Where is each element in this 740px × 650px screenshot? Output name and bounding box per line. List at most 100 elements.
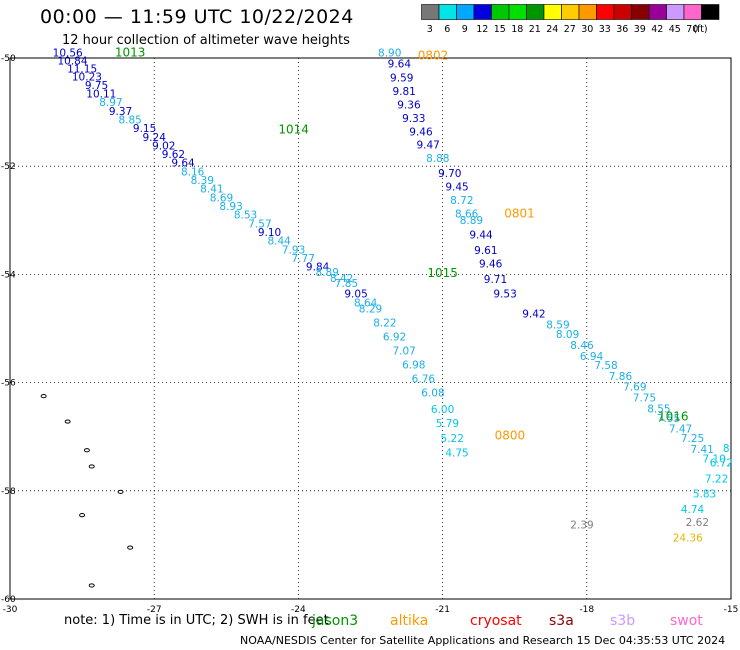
wave-height-label: 9.75	[85, 80, 108, 92]
colorbar-tick-label: 30	[581, 24, 593, 35]
satellite-legend-s3a: s3a	[549, 613, 574, 629]
wave-height-label: 8.69	[210, 192, 233, 204]
lon-tick-label: -15	[724, 605, 739, 615]
wave-height-label: 2.62	[686, 517, 709, 529]
colorbar-tick-label: 3	[427, 24, 433, 35]
wave-height-label: 9.44	[469, 230, 493, 242]
colorbar-tick-label: 9	[462, 24, 468, 35]
pass-time-label: 1016	[658, 409, 689, 423]
wave-height-label: 8	[723, 443, 730, 455]
wave-height-label: 8.64	[354, 297, 378, 309]
wave-height-label: 8.97	[99, 97, 122, 109]
lat-tick-label: -50	[1, 54, 16, 64]
lon-tick-label: -21	[435, 605, 450, 615]
credit-line: NOAA/NESDIS Center for Satellite Applica…	[240, 634, 726, 647]
wave-height-label: 9.45	[445, 182, 468, 194]
island-outline	[79, 513, 86, 518]
satellite-legend-swot: swot	[670, 613, 703, 629]
lat-tick-label: -60	[1, 595, 16, 605]
wave-height-label: 7.85	[335, 278, 358, 290]
wave-height-label: 9.71	[484, 274, 507, 286]
wave-height-label: 5.22	[441, 433, 464, 445]
wave-height-label: 9.64	[171, 158, 195, 170]
wave-height-label: 9.81	[392, 86, 415, 98]
wave-height-label: 8.53	[234, 210, 257, 222]
wave-height-label: 9.47	[416, 139, 439, 151]
lon-tick-label: -30	[3, 605, 18, 615]
wave-height-label: 9.59	[390, 72, 413, 84]
wave-height-label: 9.33	[402, 113, 425, 125]
wave-height-label: 8.41	[200, 184, 223, 196]
wave-height-label: 6.00	[431, 404, 454, 416]
wave-height-label: 7.57	[248, 218, 271, 230]
wave-height-label: 7.47	[669, 423, 692, 435]
wave-height-label: 9.36	[397, 99, 421, 111]
satellite-legend-jason3: jason3	[312, 613, 359, 629]
colorbar-swatch	[701, 4, 720, 20]
lon-tick-label: -24	[291, 605, 306, 615]
wave-height-label: 5.79	[436, 418, 459, 430]
wave-height-label: 7.69	[623, 382, 646, 394]
wave-height-label: 9.62	[162, 149, 185, 161]
lat-tick-label: -54	[1, 270, 16, 280]
wave-height-label: 8.72	[450, 195, 473, 207]
wave-height-label: 8.44	[267, 236, 291, 248]
lat-tick-label: -52	[1, 162, 16, 172]
wave-height-label: 7.25	[681, 433, 704, 445]
wave-height-label: 9.05	[344, 289, 367, 301]
wave-height-label: 8.89	[316, 267, 339, 279]
colorbar-tick-label: 39	[634, 24, 646, 35]
satellite-legend-s3b: s3b	[610, 613, 636, 629]
island-outline	[88, 464, 95, 469]
wave-height-label: 7.07	[392, 345, 415, 357]
colorbar-tick-label: 45	[669, 24, 681, 35]
wave-height-label: 8.89	[460, 215, 483, 227]
pass-time-label: 1015	[427, 266, 458, 280]
colorbar-tick-label: 15	[494, 24, 506, 35]
wave-height-label: 6.76	[412, 374, 436, 386]
wave-height-label: 7.22	[705, 474, 728, 486]
wave-height-label: 6.92	[383, 331, 406, 343]
island-outline	[88, 583, 95, 588]
colorbar-tick-label: 18	[511, 24, 523, 35]
lat-tick-label: -58	[1, 487, 16, 497]
wave-height-label: 9.37	[109, 106, 132, 118]
wave-height-label: 7.10	[702, 454, 725, 466]
wave-height-label: 8.88	[426, 153, 449, 165]
island-outline	[117, 489, 124, 494]
wave-height-label: 10.23	[72, 72, 102, 84]
wave-height-label: 8.39	[191, 175, 214, 187]
wave-height-label: 2.39	[570, 520, 593, 532]
colorbar-unit-label: (ft)	[693, 24, 707, 35]
wave-height-label: 8.66	[455, 209, 479, 221]
wave-height-label: 8.09	[556, 329, 579, 341]
wave-height-label: 8.42	[330, 273, 353, 285]
wave-height-label: 7.93	[282, 244, 305, 256]
colorbar-tick-label: 36	[616, 24, 628, 35]
colorbar-tick-label: 24	[546, 24, 558, 35]
wave-height-label: 8.29	[359, 303, 382, 315]
wave-height-label: 10.56	[53, 47, 83, 59]
colorbar-tick-label: 33	[599, 24, 611, 35]
wave-height-label: 7.75	[633, 393, 656, 405]
pass-time-label: 1014	[278, 123, 309, 137]
map-title: 00:00 — 11:59 UTC 10/22/2024	[40, 6, 354, 28]
wave-height-label: 8.85	[118, 114, 141, 126]
map-frame	[9, 57, 732, 600]
wave-height-label: 9.84	[306, 262, 330, 274]
lon-tick-label: -27	[147, 605, 162, 615]
wave-height-label: 9.53	[493, 289, 516, 301]
wave-height-label: 8.16	[181, 166, 205, 178]
wave-height-label: 7.41	[690, 444, 713, 456]
wave-height-label: 10.84	[57, 55, 87, 67]
wave-height-label: 4.75	[445, 448, 468, 460]
footnote: note: 1) Time is in UTC; 2) SWH is in fe…	[64, 613, 329, 628]
wave-height-label: 7.55	[657, 413, 680, 425]
wave-height-colorbar: 3 6 9 12 15 18 21 24 27 30 33 36 39 42 45 70(ft)	[421, 4, 720, 35]
island-outline	[83, 448, 90, 453]
wave-height-label: 9.15	[133, 123, 156, 135]
wave-height-label: 6.98	[402, 360, 425, 372]
island-outline	[40, 394, 47, 399]
